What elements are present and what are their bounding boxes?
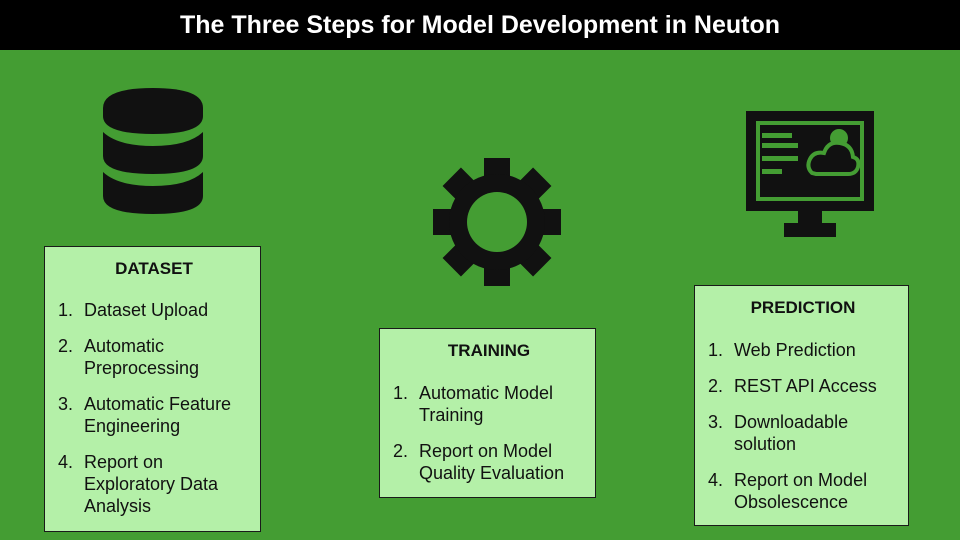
item-text: Automatic Model Training bbox=[419, 383, 554, 425]
prediction-list: 1. Web Prediction 2. REST API Access 3. Dow… bbox=[708, 339, 898, 513]
list-item: 4. Report on Exploratory Data Analysis bbox=[58, 451, 250, 517]
item-number: 2. bbox=[393, 441, 409, 461]
item-number: 4. bbox=[58, 452, 74, 472]
item-text: Automatic Feature Engineering bbox=[84, 394, 232, 436]
item-text: Web Prediction bbox=[734, 340, 856, 360]
item-number: 3. bbox=[58, 394, 74, 414]
list-item: 3. Automatic Feature Engineering bbox=[58, 393, 250, 437]
list-item: 4. Report on Model Obsolescence bbox=[708, 469, 898, 513]
training-heading: TRAINING bbox=[447, 341, 531, 360]
title-bar: The Three Steps for Model Development in… bbox=[0, 0, 960, 50]
item-text: Report on Model Obsolescence bbox=[734, 470, 868, 512]
prediction-heading: PREDICTION bbox=[750, 298, 856, 317]
gear-icon bbox=[433, 158, 561, 286]
item-text: Downloadable solution bbox=[734, 412, 849, 454]
dataset-heading: DATASET bbox=[115, 259, 193, 278]
list-item: 2. Report on Model Quality Evaluation bbox=[393, 440, 585, 484]
item-text: Dataset Upload bbox=[84, 300, 209, 320]
list-item: 2. Automatic Preprocessing bbox=[58, 335, 250, 379]
list-item: 1. Automatic Model Training bbox=[393, 382, 585, 426]
page-title: The Three Steps for Model Development in… bbox=[179, 10, 781, 39]
list-item: 3. Downloadable solution bbox=[708, 411, 898, 455]
item-number: 4. bbox=[708, 470, 724, 490]
list-item: 2. REST API Access bbox=[708, 375, 898, 397]
item-number: 1. bbox=[58, 300, 74, 320]
item-text: REST API Access bbox=[734, 376, 877, 396]
training-box: TRAINING 1. Automatic Model Training 2. Re… bbox=[379, 328, 596, 498]
item-number: 2. bbox=[58, 336, 74, 356]
dataset-list: 1. Dataset Upload 2. Automatic Preprocessi… bbox=[58, 299, 250, 517]
item-number: 1. bbox=[708, 340, 724, 360]
training-list: 1. Automatic Model Training 2. Report on M… bbox=[393, 382, 585, 484]
item-number: 1. bbox=[393, 383, 409, 403]
monitor-cloud-icon bbox=[746, 111, 874, 237]
item-text: Automatic Preprocessing bbox=[84, 336, 200, 378]
prediction-box: PREDICTION 1. Web Prediction 2. REST API A… bbox=[694, 285, 909, 526]
list-item: 1. Dataset Upload bbox=[58, 299, 250, 321]
list-item: 1. Web Prediction bbox=[708, 339, 898, 361]
dataset-box: DATASET 1. Dataset Upload 2. Automatic Pre… bbox=[44, 246, 261, 532]
database-icon bbox=[103, 88, 203, 214]
item-text: Report on Model Quality Evaluation bbox=[419, 441, 565, 483]
item-text: Report on Exploratory Data Analysis bbox=[84, 452, 219, 516]
item-number: 3. bbox=[708, 412, 724, 432]
item-number: 2. bbox=[708, 376, 724, 396]
